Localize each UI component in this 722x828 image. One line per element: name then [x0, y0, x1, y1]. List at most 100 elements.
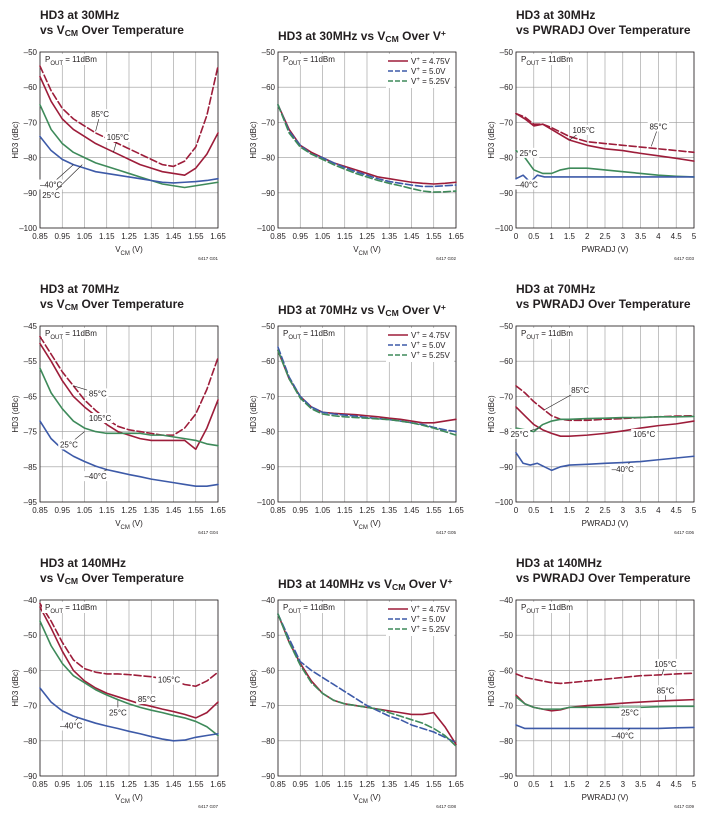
- annotation-background: [652, 658, 679, 669]
- series-line: [277, 613, 457, 744]
- x-tick-label: 0.85: [270, 506, 286, 515]
- pout-label: POUT = 11dBm: [283, 55, 335, 67]
- y-tick-label: –100: [495, 498, 513, 507]
- annotation-background: [40, 190, 62, 201]
- x-tick-label: 3.5: [635, 506, 647, 515]
- x-tick-label: 1.45: [404, 506, 420, 515]
- pout-label: POUT = 11dBm: [521, 55, 573, 67]
- figure-code: 6417 G04: [198, 530, 218, 535]
- annotation-background: [87, 413, 114, 424]
- plot-frame: [277, 325, 457, 503]
- x-tick-label: 0.95: [54, 232, 70, 241]
- series-line: [277, 104, 457, 185]
- x-tick-label: 1.55: [188, 232, 204, 241]
- y-tick-label: –90: [24, 189, 38, 198]
- x-tick-label: 0.95: [54, 506, 70, 515]
- figure-code: 6417 G01: [198, 256, 218, 261]
- y-tick-label: –60: [262, 357, 276, 366]
- chart-svg: 0.85 0.95 1.05 1.15 1.25 1.35 1.45 1.55 1.65 –45 –…: [11, 322, 226, 535]
- chart-title-line: vs PWRADJ Over Temperature: [516, 297, 691, 311]
- pout-label: POUT = 11dBm: [45, 603, 97, 615]
- x-tick-label: 1.45: [166, 780, 182, 789]
- series-line: [39, 342, 219, 450]
- chart-title-line: HD3 at 140MHz: [40, 556, 127, 570]
- legend-entry: V+ = 4.75V: [411, 605, 451, 614]
- legend-entry: V+ = 5.0V: [411, 341, 446, 350]
- chart-title: HD3 at 140MHz vs PWRADJ Over Temperature: [516, 556, 722, 586]
- series-line: [515, 696, 695, 710]
- y-axis-label: HD3 (dBc): [11, 669, 20, 707]
- y-axis-label: HD3 (dBc): [487, 395, 496, 433]
- annotation-label: –40°C: [60, 721, 83, 730]
- y-tick-label: –90: [500, 772, 514, 781]
- chart-title-line: HD3 at 30MHz vs VCM Over V+: [278, 28, 446, 45]
- y-tick-label: –100: [257, 498, 275, 507]
- y-tick-label: –40: [500, 596, 514, 605]
- annotation-leader: [50, 164, 83, 196]
- x-axis-label: PWRADJ (V): [582, 793, 629, 802]
- y-axis-label: HD3 (dBc): [249, 395, 258, 433]
- y-tick-label: –60: [500, 83, 514, 92]
- x-tick-label: 4.5: [671, 780, 683, 789]
- chart-panel-7: HD3 at 140MHz vs VCM Over Temperature 0.85…: [0, 556, 240, 828]
- y-tick-label: –90: [262, 463, 276, 472]
- x-tick-label: 1.65: [448, 780, 464, 789]
- y-tick-label: –80: [500, 737, 514, 746]
- chart-title-line: HD3 at 140MHz: [516, 556, 603, 570]
- y-tick-label: –70: [500, 118, 514, 127]
- x-tick-label: 1.25: [359, 232, 375, 241]
- y-axis-label: HD3 (dBc): [11, 121, 20, 159]
- chart-panel-2: HD3 at 30MHz vs VCM Over V+ 0.85 0.95 1.05 1…: [238, 8, 478, 280]
- series-line: [515, 149, 695, 178]
- chart-svg: 0 0.5 1 1.5 2 2.5 3 3.5 4 4.5 5 –50 –60 –70 –80 –90 –100…: [487, 48, 697, 261]
- annotation-label: 105°C: [107, 133, 130, 142]
- annotation-label: –40°C: [84, 472, 107, 481]
- x-tick-label: 2.5: [599, 506, 611, 515]
- series-line: [515, 672, 695, 685]
- plot-frame: [515, 51, 695, 229]
- x-tick-label: 1.25: [121, 780, 137, 789]
- series-line: [39, 602, 219, 688]
- pout-label-background: [42, 602, 104, 613]
- annotation-background: [89, 109, 111, 120]
- chart-title-line: HD3 at 140MHz vs VCM Over V+: [278, 576, 453, 593]
- chart-panel-8: HD3 at 140MHz vs VCM Over V+ 0.85 0.95 1.05…: [238, 556, 478, 828]
- x-tick-label: 1: [549, 232, 554, 241]
- series-line: [515, 724, 695, 730]
- x-tick-label: 1.15: [99, 506, 115, 515]
- x-tick-label: 5: [692, 780, 697, 789]
- series-line: [39, 606, 219, 719]
- x-tick-label: 1.35: [381, 232, 397, 241]
- annotation-background: [619, 707, 641, 718]
- annotation-background: [58, 720, 85, 731]
- y-tick-label: –50: [500, 631, 514, 640]
- annotation-label: 85°C: [91, 110, 109, 119]
- annotation-background: [517, 147, 540, 158]
- x-tick-label: 1.25: [359, 506, 375, 515]
- y-tick-label: –80: [24, 737, 38, 746]
- plot-frame: [39, 51, 219, 229]
- annotation-background: [609, 730, 636, 741]
- chart-svg: 0.85 0.95 1.05 1.15 1.25 1.35 1.45 1.55 1.65 –40 –…: [11, 596, 226, 809]
- x-axis-label: PWRADJ (V): [582, 519, 629, 528]
- y-tick-label: –50: [500, 322, 514, 331]
- x-tick-label: 1.65: [210, 506, 226, 515]
- x-tick-label: 1.35: [143, 780, 159, 789]
- series-line: [515, 112, 695, 154]
- annotation-label: 85°C: [89, 389, 107, 398]
- x-tick-label: 1.05: [77, 506, 93, 515]
- pout-label: POUT = 11dBm: [521, 329, 573, 341]
- annotation-background: [58, 439, 80, 450]
- x-axis-label: VCM (V): [353, 519, 381, 531]
- y-tick-label: –85: [24, 463, 38, 472]
- chart-title-line: HD3 at 70MHz vs VCM Over V+: [278, 302, 446, 319]
- x-tick-label: 2: [585, 232, 590, 241]
- x-tick-label: 0: [514, 232, 519, 241]
- plot-frame: [277, 51, 457, 229]
- x-tick-label: 1.65: [210, 780, 226, 789]
- annotation-label: 25°C: [60, 440, 78, 449]
- series-line: [515, 112, 695, 162]
- chart-title: HD3 at 140MHz vs VCM Over V+: [278, 556, 518, 595]
- legend-entry: V+ = 4.75V: [411, 331, 451, 340]
- chart-title: HD3 at 70MHz vs PWRADJ Over Temperature: [516, 282, 722, 312]
